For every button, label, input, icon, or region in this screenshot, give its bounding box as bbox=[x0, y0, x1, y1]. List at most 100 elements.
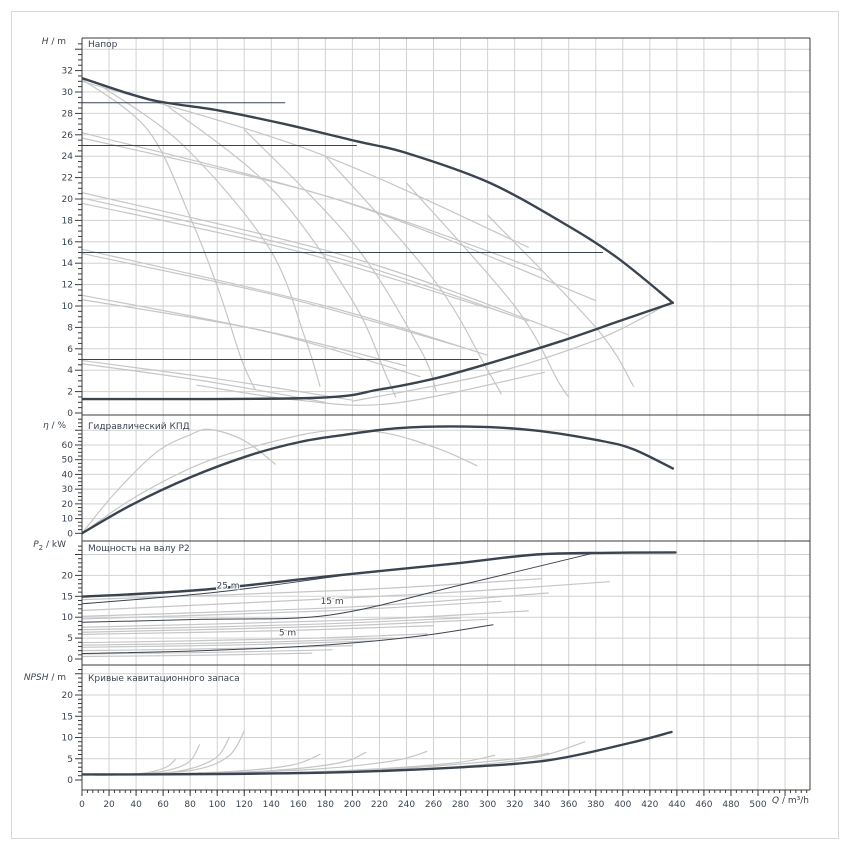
x-tick-label: 40 bbox=[130, 800, 142, 810]
x-tick-label: 160 bbox=[290, 800, 307, 810]
x-tick-label: 500 bbox=[749, 800, 766, 810]
curve-power-family bbox=[82, 645, 353, 652]
y-tick-label: 30 bbox=[62, 88, 74, 98]
curve-efficiency-family bbox=[82, 429, 478, 534]
y-tick-label: 0 bbox=[67, 655, 73, 665]
plot-area-npsh bbox=[82, 730, 673, 776]
curve-family bbox=[351, 307, 662, 402]
plot-area-eff bbox=[82, 425, 674, 535]
x-axis-label-flow: Q / m³/h bbox=[772, 796, 809, 806]
x-tick-label: 440 bbox=[668, 800, 685, 810]
y-axis-npsh: 0 5 10 15 20 bbox=[62, 669, 82, 786]
y-tick-label: 26 bbox=[62, 131, 74, 141]
x-tick-label: 260 bbox=[425, 800, 442, 810]
panel-title-head: Напор bbox=[88, 40, 118, 50]
y-tick-label: 5 bbox=[67, 634, 73, 644]
curve-efficiency-selected bbox=[82, 425, 674, 535]
x-tick-label: 280 bbox=[452, 800, 469, 810]
y-tick-label: 0 bbox=[67, 409, 73, 419]
curve-shaft-power-25m bbox=[82, 573, 353, 605]
x-tick-label: 340 bbox=[533, 800, 550, 810]
curve-power-family bbox=[82, 625, 435, 635]
panel-power: 25 m 15 m 5 m 0 5 10 15 20 bbox=[62, 541, 810, 665]
y-tick-label: 22 bbox=[62, 174, 73, 184]
x-axis: 0 20 40 60 80 100 120 140 160 180 200 220 240 260 280 3… bbox=[79, 790, 808, 810]
curve-power-family bbox=[82, 618, 489, 633]
y-tick-label: 2 bbox=[67, 388, 73, 398]
curve-family bbox=[405, 182, 570, 398]
y-tick-label: 16 bbox=[62, 238, 74, 248]
curve-power-family bbox=[82, 610, 529, 628]
curve-power-family bbox=[82, 578, 543, 601]
curve-shaft-power-max bbox=[82, 551, 677, 598]
y-tick-label: 0 bbox=[67, 776, 73, 786]
y-tick-label: 6 bbox=[67, 345, 73, 355]
curve-shaft-power-5m bbox=[82, 624, 494, 655]
curve-power-family bbox=[82, 617, 462, 631]
x-tick-label: 300 bbox=[479, 800, 496, 810]
curve-family bbox=[82, 248, 489, 356]
curve-family bbox=[82, 191, 570, 336]
y-tick-label: 20 bbox=[62, 195, 74, 205]
x-tick-label: 480 bbox=[722, 800, 739, 810]
y-tick-label: 0 bbox=[67, 529, 73, 539]
x-tick-label: 380 bbox=[587, 800, 604, 810]
y-tick-label: 24 bbox=[62, 152, 74, 162]
curve-label-shaft-power-25m: 25 m bbox=[216, 581, 239, 591]
curve-family bbox=[82, 359, 353, 401]
x-tick-label: 60 bbox=[157, 800, 169, 810]
x-tick-label: 200 bbox=[344, 800, 361, 810]
curve-label-shaft-power-5m: 5 m bbox=[279, 629, 296, 639]
panel-title-eff: Гидравлический КПД bbox=[88, 422, 190, 432]
curve-family bbox=[82, 80, 529, 248]
y-tick-label: 14 bbox=[62, 259, 74, 269]
panel-title-power: Мощность на валу P2 bbox=[88, 544, 190, 554]
y-axis-label-head: H / m bbox=[41, 37, 66, 47]
curve-efficiency-family bbox=[82, 428, 276, 534]
y-tick-label: 30 bbox=[62, 485, 74, 495]
curve-power-family bbox=[82, 640, 374, 648]
curve-family bbox=[82, 78, 256, 391]
y-axis-eff: 0 10 20 30 40 50 60 bbox=[62, 418, 82, 539]
curve-label-shaft-power-15m: 15 m bbox=[321, 597, 344, 607]
curve-family bbox=[196, 371, 545, 406]
curve-power-family bbox=[82, 592, 549, 617]
x-tick-label: 80 bbox=[184, 800, 196, 810]
curve-family bbox=[487, 214, 635, 387]
y-tick-label: 8 bbox=[67, 323, 73, 333]
curve-family bbox=[82, 202, 489, 309]
curve-envelope-lower bbox=[82, 301, 674, 401]
y-tick-label: 15 bbox=[62, 712, 73, 722]
y-axis-power: 0 5 10 15 20 bbox=[62, 545, 82, 665]
curve-shaft-power-15m bbox=[82, 552, 594, 623]
x-tick-label: 360 bbox=[560, 800, 577, 810]
x-tick-label: 0 bbox=[79, 800, 85, 810]
panel-npsh: 0 5 10 15 20 bbox=[62, 665, 810, 790]
curve-family bbox=[82, 132, 597, 302]
curve-power-family bbox=[82, 649, 333, 655]
y-tick-label: 50 bbox=[62, 456, 74, 466]
curve-family bbox=[324, 155, 502, 395]
y-tick-label: 12 bbox=[62, 281, 73, 291]
y-tick-label: 10 bbox=[62, 613, 74, 623]
y-tick-label: 5 bbox=[67, 755, 73, 765]
curve-power-family bbox=[82, 637, 394, 646]
y-tick-label: 20 bbox=[62, 500, 74, 510]
x-tick-label: 240 bbox=[398, 800, 415, 810]
x-tick-label: 400 bbox=[614, 800, 631, 810]
y-tick-label: 28 bbox=[62, 109, 74, 119]
plot-area-power bbox=[82, 551, 677, 658]
y-tick-label: 60 bbox=[62, 441, 74, 451]
x-tick-label: 220 bbox=[371, 800, 388, 810]
curve-npsh-selected bbox=[82, 730, 673, 776]
chart-frame bbox=[81, 37, 811, 791]
y-tick-label: 4 bbox=[67, 366, 73, 376]
y-tick-label: 15 bbox=[62, 592, 73, 602]
y-tick-label: 20 bbox=[62, 691, 74, 701]
panel-eff: 0 10 20 30 40 50 60 bbox=[62, 415, 810, 541]
y-tick-label: 10 bbox=[62, 734, 74, 744]
curve-power-family bbox=[82, 633, 428, 644]
